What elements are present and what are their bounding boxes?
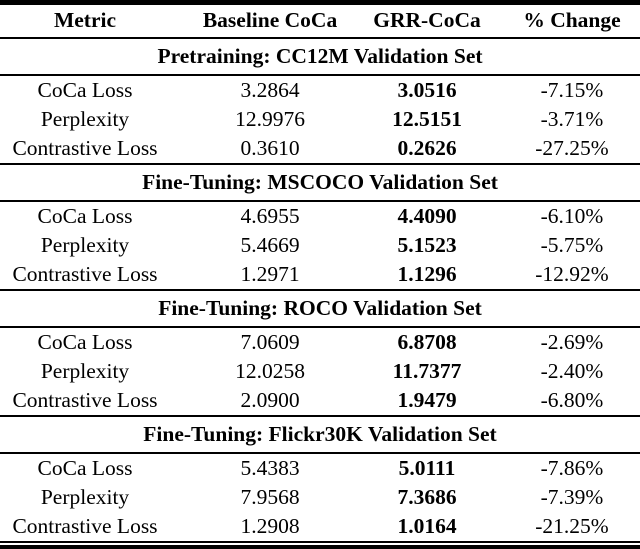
table-row: Perplexity 7.9568 7.3686 -7.39% [0,483,640,512]
metric-label: CoCa Loss [37,455,133,480]
baseline-value: 7.9568 [240,484,300,509]
section-rule [0,289,640,291]
baseline-value: 5.4669 [240,232,300,257]
baseline-value: 1.2971 [240,261,300,286]
metric-label: CoCa Loss [37,203,133,228]
baseline-value: 12.0258 [235,358,305,383]
change-value: -3.71% [540,106,604,131]
table-row: Perplexity 5.4669 5.1523 -5.75% [0,231,640,260]
section-rule [0,37,640,39]
grr-value: 1.1296 [397,261,457,286]
section-rule [0,74,640,76]
column-header-row: Metric Baseline CoCa GRR-CoCa % Change [0,5,640,37]
section-title-row: Pretraining: CC12M Validation Set [0,39,640,74]
grr-value: 5.0111 [398,455,456,480]
grr-value: 0.2626 [397,135,457,160]
baseline-value: 4.6955 [240,203,300,228]
grr-value: 11.7377 [392,358,462,383]
metric-label: CoCa Loss [37,329,133,354]
change-value: -7.15% [540,77,604,102]
baseline-value: 0.3610 [240,135,300,160]
section-rule [0,452,640,454]
metric-label: Perplexity [40,232,130,257]
metric-label: Perplexity [40,358,130,383]
metric-label: Contrastive Loss [12,261,158,286]
section-title: Fine-Tuning: MSCOCO Validation Set [142,169,498,194]
grr-value: 7.3686 [397,484,457,509]
section-rule [0,200,640,202]
bottom-rule [0,545,640,549]
section-rule [0,163,640,165]
section-title: Fine-Tuning: Flickr30K Validation Set [143,421,497,446]
metric-label: Perplexity [40,484,130,509]
table-row: Perplexity 12.0258 11.7377 -2.40% [0,357,640,386]
table-row: CoCa Loss 5.4383 5.0111 -7.86% [0,454,640,483]
section-title-row: Fine-Tuning: Flickr30K Validation Set [0,417,640,452]
table-row: CoCa Loss 7.0609 6.8708 -2.69% [0,328,640,357]
grr-value: 12.5151 [392,106,462,131]
change-value: -5.75% [540,232,604,257]
metric-label: Contrastive Loss [12,513,158,538]
grr-value: 1.0164 [397,513,457,538]
change-value: -7.39% [540,484,604,509]
metric-label: Contrastive Loss [12,135,158,160]
grr-value: 4.4090 [397,203,457,228]
section-title: Fine-Tuning: ROCO Validation Set [158,295,482,320]
change-value: -2.69% [540,329,604,354]
top-rule [0,0,640,5]
section-title: Pretraining: CC12M Validation Set [157,43,483,68]
section-title-row: Fine-Tuning: MSCOCO Validation Set [0,165,640,200]
grr-value: 3.0516 [397,77,457,102]
grr-value: 5.1523 [397,232,457,257]
change-value: -7.86% [540,455,604,480]
change-value: -6.10% [540,203,604,228]
section-rule [0,326,640,328]
table-row: Contrastive Loss 1.2971 1.1296 -12.92% [0,260,640,289]
baseline-value: 12.9976 [235,106,305,131]
table-row: Contrastive Loss 2.0900 1.9479 -6.80% [0,386,640,415]
metric-label: CoCa Loss [37,77,133,102]
change-value: -12.92% [535,261,609,286]
section-rule [0,415,640,417]
grr-value: 1.9479 [397,387,457,412]
change-value: -2.40% [540,358,604,383]
table-row: CoCa Loss 4.6955 4.4090 -6.10% [0,202,640,231]
table-row: Contrastive Loss 0.3610 0.2626 -27.25% [0,134,640,163]
change-value: -21.25% [535,513,609,538]
metric-label: Contrastive Loss [12,387,158,412]
metric-label: Perplexity [40,106,130,131]
column-header-grr: GRR-CoCa [373,8,481,33]
baseline-value: 5.4383 [240,455,300,480]
baseline-value: 3.2864 [240,77,300,102]
column-header-metric: Metric [53,8,117,33]
baseline-value: 2.0900 [240,387,300,412]
pre-bottom-rule [0,541,640,543]
section-title-row: Fine-Tuning: ROCO Validation Set [0,291,640,326]
baseline-value: 7.0609 [240,329,300,354]
bottom-rule-gap [0,543,640,545]
column-header-baseline: Baseline CoCa [202,8,338,33]
table-row: CoCa Loss 3.2864 3.0516 -7.15% [0,76,640,105]
change-value: -6.80% [540,387,604,412]
table-row: Perplexity 12.9976 12.5151 -3.71% [0,105,640,134]
grr-value: 6.8708 [397,329,457,354]
table-row: Contrastive Loss 1.2908 1.0164 -21.25% [0,512,640,541]
baseline-value: 1.2908 [240,513,300,538]
change-value: -27.25% [535,135,609,160]
column-header-change: % Change [523,8,621,33]
